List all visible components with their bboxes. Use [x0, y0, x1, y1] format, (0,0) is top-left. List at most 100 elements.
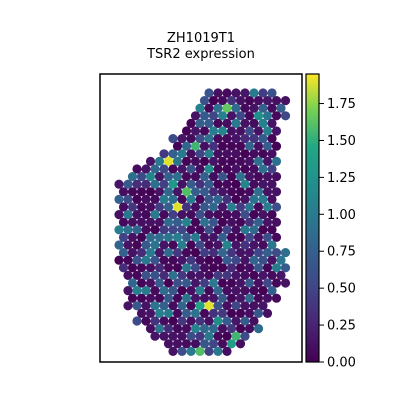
- spot-point: [154, 278, 165, 288]
- spot-point: [222, 316, 232, 326]
- spot-point: [172, 217, 183, 227]
- spot-point: [181, 248, 192, 258]
- spot-point: [177, 240, 187, 250]
- spot-point: [240, 225, 250, 235]
- spot-point: [231, 179, 241, 189]
- spot-point: [123, 179, 133, 189]
- spot-point: [145, 202, 156, 212]
- spot-point: [181, 156, 192, 166]
- spot-point: [240, 179, 250, 189]
- spot-point: [222, 225, 232, 235]
- spot-point: [181, 339, 192, 349]
- spot-point: [195, 301, 205, 311]
- spot-point: [204, 255, 214, 265]
- spot-point: [267, 270, 277, 280]
- spot-point: [226, 111, 237, 121]
- spot-point: [199, 172, 210, 182]
- spot-point: [253, 172, 264, 182]
- spot-point: [168, 134, 178, 144]
- spot-point: [217, 217, 228, 227]
- spot-point: [123, 225, 133, 235]
- spot-point: [244, 248, 255, 258]
- spot-point: [114, 179, 124, 189]
- spot-point: [253, 217, 264, 227]
- spot-point: [172, 156, 183, 166]
- spot-point: [204, 286, 214, 296]
- spot-point: [271, 232, 282, 242]
- spot-point: [249, 149, 259, 159]
- spot-point: [204, 225, 214, 235]
- spot-point: [213, 286, 223, 296]
- spot-point: [231, 270, 241, 280]
- spot-point: [163, 308, 174, 318]
- spot-point: [204, 103, 214, 113]
- spot-point: [271, 263, 282, 273]
- spot-point: [114, 194, 124, 204]
- spot-point: [132, 210, 142, 220]
- spot-point: [127, 187, 138, 197]
- spot-point: [231, 240, 241, 250]
- spot-point: [199, 187, 210, 197]
- spot-point: [136, 248, 147, 258]
- spot-point: [154, 308, 165, 318]
- spot-point: [168, 179, 178, 189]
- spot-point: [231, 164, 241, 174]
- spot-point: [163, 156, 174, 166]
- spot-point: [190, 202, 201, 212]
- spot-point: [141, 301, 151, 311]
- spot-point: [172, 141, 183, 151]
- spot-point: [226, 96, 237, 106]
- spot-point: [195, 210, 205, 220]
- spot-point: [136, 172, 147, 182]
- spot-point: [141, 270, 151, 280]
- spot-point: [199, 111, 210, 121]
- spot-point: [258, 255, 268, 265]
- spot-point: [249, 118, 259, 128]
- spot-point: [123, 210, 133, 220]
- spot-point: [267, 210, 277, 220]
- spot-point: [204, 118, 214, 128]
- spot-point: [195, 149, 205, 159]
- spot-point: [222, 210, 232, 220]
- spot-point: [199, 126, 210, 136]
- spot-point: [249, 210, 259, 220]
- spot-point: [186, 255, 196, 265]
- spot-point: [168, 331, 178, 341]
- spot-point: [172, 202, 183, 212]
- spot-point: [190, 248, 201, 258]
- spot-point: [159, 149, 169, 159]
- spot-point: [199, 263, 210, 273]
- spot-point: [213, 270, 223, 280]
- spot-point: [195, 270, 205, 280]
- colorbar-ticks: 0.00 0.25 0.50 0.75 1.00 1.25 1.50 1.75: [319, 97, 356, 371]
- spot-point: [190, 278, 201, 288]
- spot-point: [141, 255, 151, 265]
- spot-point: [150, 194, 160, 204]
- spot-point: [262, 263, 273, 273]
- spot-point: [262, 96, 273, 106]
- spot-point: [222, 270, 232, 280]
- spot-point: [132, 270, 142, 280]
- spot-point: [145, 232, 156, 242]
- spot-point: [186, 179, 196, 189]
- spot-point: [244, 308, 255, 318]
- spot-point: [168, 316, 178, 326]
- spot-point: [271, 217, 282, 227]
- spot-point: [231, 134, 241, 144]
- spot-point: [249, 88, 259, 98]
- spot-point: [231, 316, 241, 326]
- spot-point: [118, 232, 129, 242]
- spot-point: [181, 293, 192, 303]
- spot-point: [204, 210, 214, 220]
- spot-point: [159, 316, 169, 326]
- spot-point: [258, 179, 268, 189]
- spot-point: [217, 96, 228, 106]
- spot-point: [145, 187, 156, 197]
- spot-point: [235, 202, 246, 212]
- spot-point: [195, 316, 205, 326]
- spot-point: [244, 202, 255, 212]
- spot-point: [208, 339, 219, 349]
- spot-point: [258, 134, 268, 144]
- colorbar-tick-label: 0.75: [327, 245, 356, 260]
- spot-point: [208, 172, 219, 182]
